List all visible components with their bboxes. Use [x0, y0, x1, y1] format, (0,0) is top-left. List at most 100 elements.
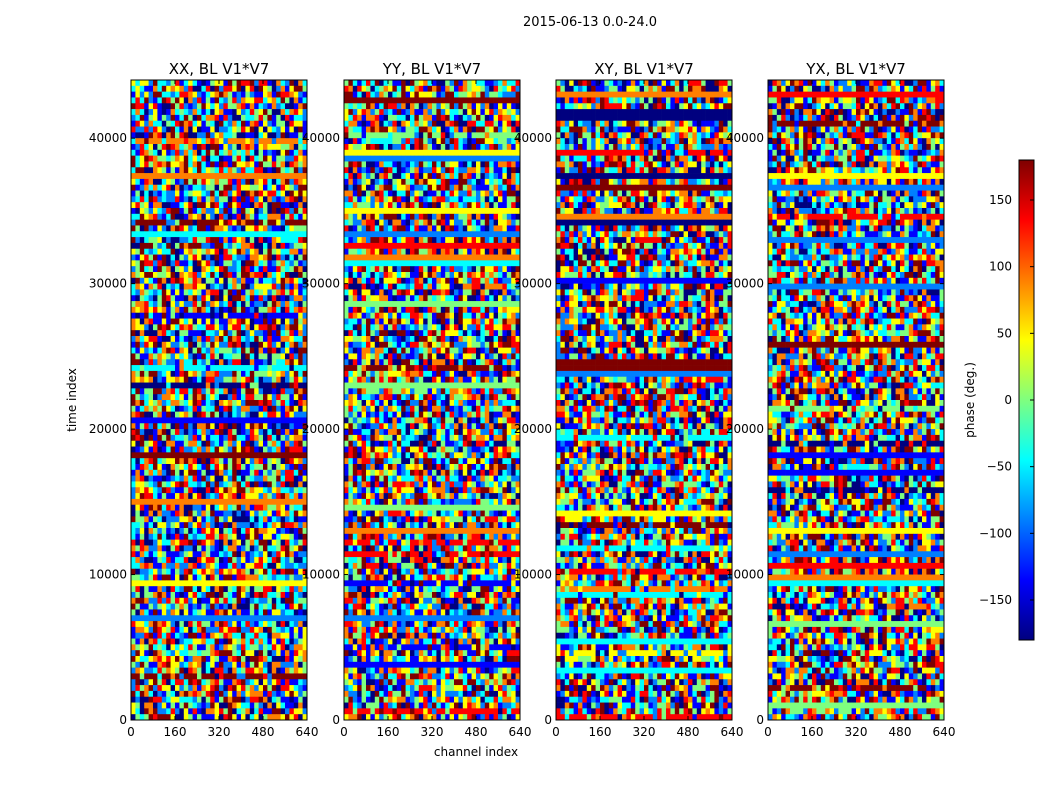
heatmap-cell — [302, 440, 308, 447]
heatmap-cell — [401, 109, 406, 116]
heatmap-cell — [254, 400, 259, 407]
heatmap-cell — [236, 347, 242, 354]
heatmap-cell — [223, 132, 229, 139]
heatmap-cell — [148, 539, 154, 546]
heatmap-cell — [357, 114, 362, 122]
heatmap-cell — [254, 568, 259, 575]
heatmap-cell — [179, 644, 185, 651]
heatmap-cell — [214, 301, 220, 308]
heatmap-cell — [135, 341, 141, 348]
heatmap-cell — [232, 434, 237, 442]
heatmap-cell — [458, 109, 464, 116]
heatmap-cell — [258, 708, 264, 715]
heatmap-cell — [166, 626, 171, 634]
heatmap-cell — [161, 126, 167, 133]
heatmap-cell — [153, 493, 158, 500]
heatmap-cell — [267, 446, 273, 453]
heatmap-cell — [205, 493, 211, 500]
heatmap-cell — [157, 440, 163, 447]
heatmap-cell — [289, 388, 295, 395]
heatmap-cell — [241, 528, 246, 535]
heatmap-cell — [157, 411, 163, 418]
heatmap-cell — [436, 114, 442, 122]
heatmap-cell — [267, 237, 273, 244]
heatmap-cell — [192, 260, 198, 267]
heatmap-cell — [254, 208, 259, 215]
heatmap-cell — [232, 690, 237, 698]
heatmap-cell — [139, 295, 145, 302]
heatmap-cell — [135, 178, 141, 186]
heatmap-cell — [263, 80, 268, 87]
heatmap-cell — [280, 109, 286, 116]
heatmap-cell — [188, 231, 193, 238]
heatmap-cell — [232, 161, 237, 168]
heatmap-cell — [258, 155, 264, 162]
heatmap-cell — [192, 80, 198, 87]
heatmap-cell — [201, 522, 207, 529]
heatmap-cell — [144, 155, 149, 162]
heatmap-cell — [267, 661, 273, 668]
heatmap-cell — [166, 347, 171, 354]
heatmap-cell — [471, 85, 477, 92]
heatmap-cell — [179, 196, 185, 203]
heatmap-cell — [267, 353, 273, 360]
heatmap-cell — [293, 353, 299, 360]
heatmap-cell — [153, 219, 158, 226]
heatmap-cell — [135, 103, 141, 110]
heatmap-cell — [148, 336, 154, 343]
heatmap-cell — [254, 679, 259, 686]
heatmap-cell — [245, 510, 251, 517]
heatmap-cell — [396, 103, 402, 110]
heatmap-cell — [423, 155, 428, 162]
heatmap-cell — [298, 178, 303, 186]
heatmap-cell — [166, 423, 171, 430]
heatmap-cell — [153, 178, 158, 186]
heatmap-cell — [245, 353, 251, 360]
heatmap-cell — [467, 103, 472, 110]
heatmap-cell — [139, 656, 145, 663]
heatmap-cell — [210, 469, 215, 476]
heatmap-cell — [267, 400, 273, 407]
heatmap-cell — [236, 295, 242, 302]
heatmap-cell — [374, 120, 380, 127]
heatmap-cell — [249, 277, 255, 284]
heatmap-cell — [280, 644, 286, 651]
heatmap-cell — [289, 464, 295, 471]
heatmap-cell — [379, 109, 384, 116]
heatmap-cell — [232, 109, 237, 116]
heatmap-cell — [170, 382, 176, 389]
heatmap-cell — [188, 91, 193, 98]
heatmap-cell — [280, 196, 286, 203]
heatmap-cell — [183, 202, 189, 209]
heatmap-cell — [370, 109, 376, 116]
heatmap-cell — [480, 109, 486, 116]
heatmap-cell — [293, 80, 299, 87]
heatmap-cell — [254, 464, 259, 471]
heatmap-cell — [449, 109, 455, 116]
heatmap-cell — [236, 568, 242, 575]
heatmap-cell — [144, 510, 149, 517]
heatmap-cell — [263, 330, 268, 337]
heatmap-cell — [392, 91, 398, 98]
heatmap-cell — [280, 685, 286, 692]
heatmap-cell — [267, 656, 273, 663]
heatmap-cell — [197, 388, 202, 395]
heatmap-cell — [271, 603, 277, 610]
panel-xx-cells — [131, 80, 308, 721]
heatmap-cell — [302, 219, 308, 226]
heatmap-cell — [289, 679, 295, 686]
heatmap-cell — [179, 231, 185, 238]
heatmap-cell — [271, 632, 277, 639]
heatmap-cell — [298, 341, 303, 348]
heatmap-cell — [188, 702, 193, 709]
heatmap-cell — [210, 656, 215, 663]
heatmap-cell — [197, 458, 202, 465]
heatmap-cell — [161, 522, 167, 529]
heatmap-cell — [302, 196, 308, 203]
heatmap-cell — [135, 452, 141, 459]
heatmap-cell — [161, 324, 167, 331]
heatmap-cell — [280, 475, 286, 482]
heatmap-cell — [254, 138, 259, 145]
heatmap-cell — [170, 237, 176, 244]
heatmap-cell — [285, 347, 290, 354]
